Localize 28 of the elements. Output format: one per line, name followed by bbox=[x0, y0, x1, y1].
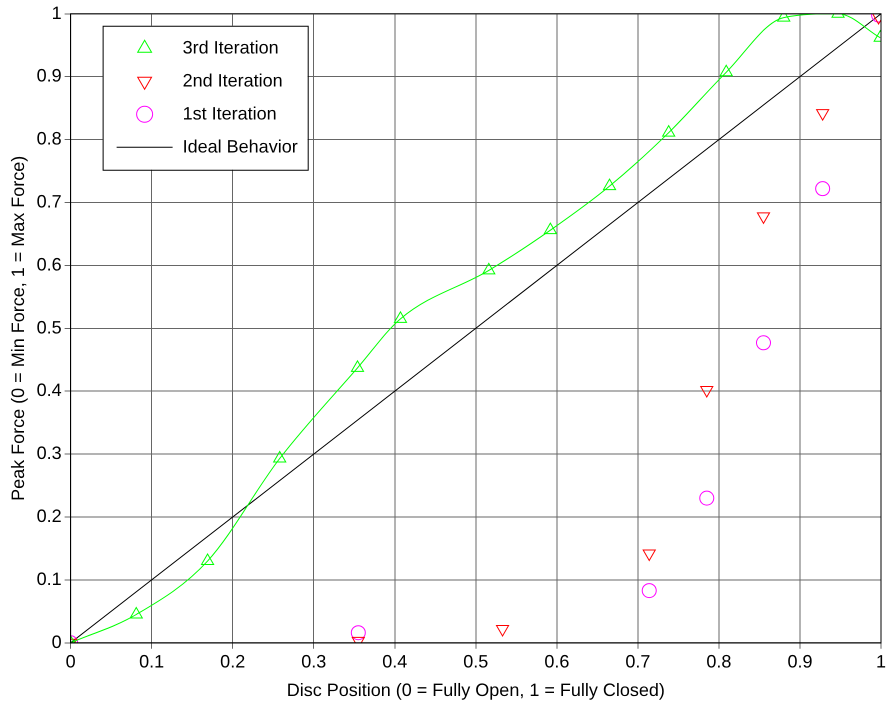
x-tick-label: 0.6 bbox=[544, 652, 570, 672]
x-tick-label: 0.7 bbox=[625, 652, 650, 672]
y-axis-title: Peak Force (0 = Min Force, 1 = Max Force) bbox=[8, 156, 28, 501]
x-tick-label: 0.5 bbox=[463, 652, 488, 672]
y-tick-label: 0.5 bbox=[36, 317, 62, 338]
y-tick-label: 0.9 bbox=[36, 66, 62, 86]
y-tick-label: 0 bbox=[52, 632, 62, 652]
y-tick-label: 0.4 bbox=[36, 380, 62, 400]
y-tick-label: 0.3 bbox=[36, 443, 62, 464]
x-tick-label: 0.9 bbox=[787, 652, 812, 672]
x-tick-label: 0.4 bbox=[382, 652, 408, 672]
y-tick-label: 0.6 bbox=[36, 254, 62, 274]
legend-label: 1st Iteration bbox=[182, 103, 277, 124]
x-tick-label: 0.8 bbox=[706, 652, 732, 672]
x-tick-label: 0.1 bbox=[139, 652, 164, 672]
legend-label: 3rd Iteration bbox=[182, 37, 279, 58]
y-tick-label: 0.1 bbox=[36, 568, 62, 589]
x-tick-label: 1 bbox=[876, 652, 886, 672]
y-tick-label: 0.7 bbox=[36, 191, 62, 212]
legend-label: 2nd Iteration bbox=[182, 70, 283, 90]
x-tick-label: 0 bbox=[66, 652, 76, 672]
legend-label: Ideal Behavior bbox=[182, 136, 298, 156]
y-tick-label: 0.8 bbox=[36, 128, 62, 149]
y-tick-label: 1 bbox=[52, 2, 62, 23]
x-axis-title: Disc Position (0 = Fully Open, 1 = Fully Closed) bbox=[286, 680, 665, 700]
x-tick-label: 0.3 bbox=[301, 652, 326, 672]
y-tick-label: 0.2 bbox=[36, 506, 62, 526]
x-tick-label: 0.2 bbox=[220, 652, 246, 672]
